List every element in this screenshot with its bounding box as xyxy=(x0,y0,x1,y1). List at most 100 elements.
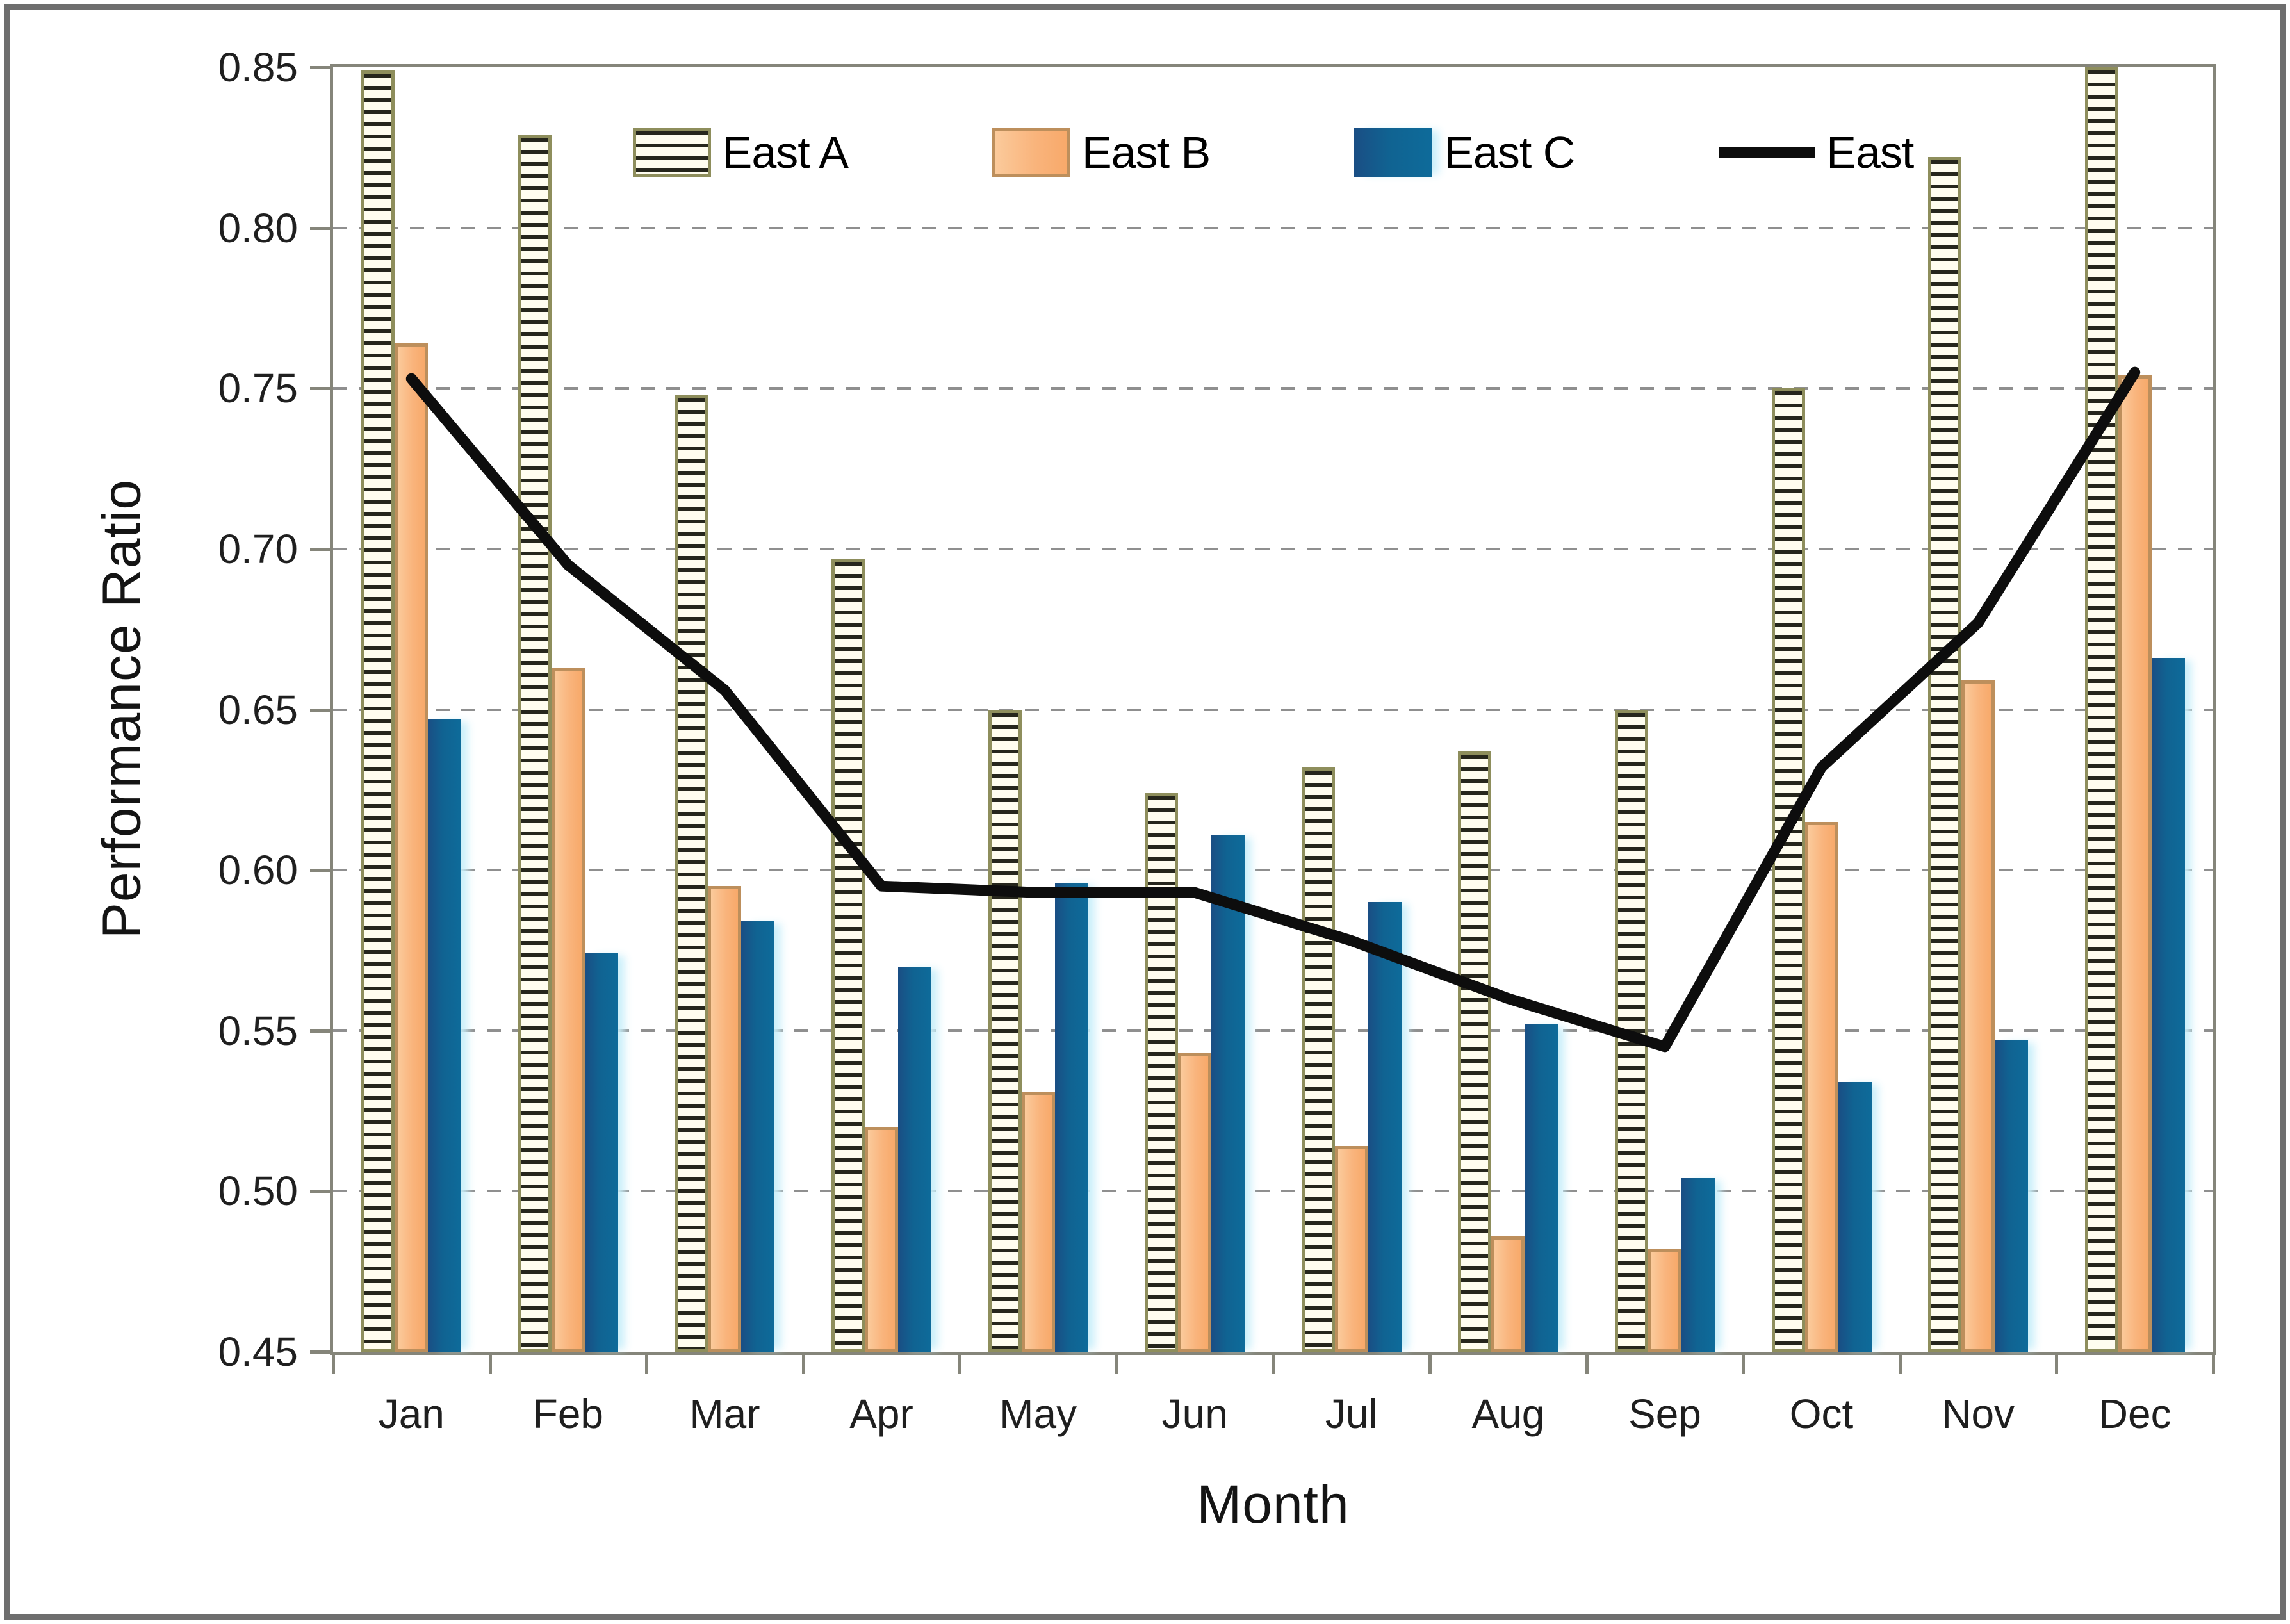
y-tick-label-0.75: 0.75 xyxy=(218,365,298,412)
x-tick-6 xyxy=(1272,1352,1275,1374)
legend-label-east-a: East A xyxy=(722,127,849,177)
bar-east-c-aug xyxy=(1525,1024,1558,1352)
y-tick-0.65 xyxy=(310,708,332,712)
bar-east-b-jun xyxy=(1178,1053,1212,1352)
y-tick-0.45 xyxy=(310,1350,332,1354)
x-tick-label-mar: Mar xyxy=(689,1391,760,1437)
east-line-path xyxy=(405,366,2141,1053)
bar-east-a-jun xyxy=(1145,792,1179,1352)
legend-item-east-b: East B xyxy=(992,127,1211,178)
bar-east-c-oct xyxy=(1838,1081,1872,1352)
gridline-0.55 xyxy=(333,1029,2213,1032)
gridline-0.75 xyxy=(333,387,2213,390)
bar-east-b-nov xyxy=(1961,680,1995,1352)
x-tick-label-jul: Jul xyxy=(1325,1391,1378,1437)
x-tick-0 xyxy=(332,1352,335,1374)
gridline-0.70 xyxy=(333,547,2213,550)
y-tick-label-0.85: 0.85 xyxy=(218,44,298,90)
bar-east-a-oct xyxy=(1771,388,1805,1352)
x-tick-11 xyxy=(2055,1352,2059,1374)
y-tick-label-0.50: 0.50 xyxy=(218,1168,298,1215)
y-tick-0.85 xyxy=(310,66,332,69)
bar-east-b-feb xyxy=(551,668,585,1352)
x-tick-label-jan: Jan xyxy=(378,1391,445,1437)
bar-east-b-apr xyxy=(865,1127,899,1352)
y-tick-label-0.60: 0.60 xyxy=(218,847,298,894)
y-tick-label-0.55: 0.55 xyxy=(218,1007,298,1054)
bar-east-b-aug xyxy=(1491,1236,1525,1352)
y-tick-0.80 xyxy=(310,226,332,230)
x-tick-label-oct: Oct xyxy=(1789,1391,1854,1437)
legend-item-east-c: East C xyxy=(1354,127,1575,178)
bar-east-b-sep xyxy=(1648,1249,1681,1352)
legend-item-east: East xyxy=(1719,127,1914,178)
bar-east-c-jan xyxy=(428,719,462,1352)
bar-east-b-jan xyxy=(395,343,429,1352)
x-tick-8 xyxy=(1585,1352,1589,1374)
x-tick-label-feb: Feb xyxy=(532,1391,604,1437)
legend: East A East B East C East xyxy=(333,114,2213,191)
x-tick-label-aug: Aug xyxy=(1471,1391,1545,1437)
bar-east-a-feb xyxy=(518,135,552,1352)
bar-east-c-jun xyxy=(1211,834,1245,1352)
x-tick-7 xyxy=(1428,1352,1432,1374)
bar-east-b-may xyxy=(1021,1091,1055,1352)
bar-east-a-jan xyxy=(361,70,395,1352)
legend-swatch-east-line-icon xyxy=(1719,147,1815,158)
bar-east-c-may xyxy=(1054,883,1088,1352)
legend-item-east-a: East A xyxy=(632,127,849,178)
y-tick-label-0.65: 0.65 xyxy=(218,686,298,733)
y-tick-label-0.45: 0.45 xyxy=(218,1329,298,1375)
gridline-0.80 xyxy=(333,226,2213,229)
legend-label-east-c: East C xyxy=(1444,127,1575,177)
x-tick-10 xyxy=(1898,1352,1902,1374)
legend-label-east: East xyxy=(1826,127,1914,177)
y-tick-0.70 xyxy=(310,547,332,551)
x-tick-5 xyxy=(1115,1352,1118,1374)
bar-east-c-dec xyxy=(2151,658,2185,1352)
y-tick-0.50 xyxy=(310,1190,332,1193)
legend-swatch-east-b-icon xyxy=(992,128,1070,177)
x-tick-label-apr: Apr xyxy=(849,1391,913,1437)
x-tick-2 xyxy=(645,1352,649,1374)
x-tick-1 xyxy=(488,1352,492,1374)
bar-east-a-aug xyxy=(1458,751,1492,1352)
bar-east-c-mar xyxy=(741,921,775,1352)
bar-east-a-jul xyxy=(1301,767,1335,1352)
y-tick-0.60 xyxy=(310,869,332,873)
bar-east-c-sep xyxy=(1681,1178,1715,1352)
bar-east-a-may xyxy=(988,709,1022,1352)
x-tick-label-may: May xyxy=(999,1391,1077,1437)
gridline-0.50 xyxy=(333,1190,2213,1193)
x-tick-label-nov: Nov xyxy=(1942,1391,2015,1437)
bar-east-b-dec xyxy=(2118,375,2152,1352)
x-tick-label-dec: Dec xyxy=(2098,1391,2171,1437)
bar-east-c-apr xyxy=(898,966,932,1352)
gridline-0.65 xyxy=(333,708,2213,711)
bar-east-a-apr xyxy=(831,558,865,1352)
bar-east-c-feb xyxy=(584,953,618,1352)
y-tick-0.75 xyxy=(310,387,332,391)
legend-swatch-east-a-icon xyxy=(632,128,711,177)
bar-east-c-nov xyxy=(1995,1040,2029,1352)
bar-east-c-jul xyxy=(1368,902,1402,1352)
legend-swatch-east-c-icon xyxy=(1354,128,1433,177)
x-tick-label-jun: Jun xyxy=(1161,1391,1228,1437)
x-tick-12 xyxy=(2212,1352,2215,1374)
y-tick-label-0.80: 0.80 xyxy=(218,204,298,251)
y-tick-label-0.70: 0.70 xyxy=(218,525,298,572)
bar-east-a-mar xyxy=(675,395,708,1352)
bar-east-b-mar xyxy=(708,886,742,1352)
bar-east-a-dec xyxy=(2084,67,2118,1352)
legend-label-east-b: East B xyxy=(1081,127,1211,177)
x-tick-9 xyxy=(1742,1352,1746,1374)
x-tick-4 xyxy=(958,1352,962,1374)
x-axis-title: Month xyxy=(1197,1474,1350,1534)
x-tick-label-sep: Sep xyxy=(1628,1391,1701,1437)
bar-east-a-nov xyxy=(1928,157,1962,1352)
gridline-0.60 xyxy=(333,869,2213,872)
y-tick-0.55 xyxy=(310,1029,332,1033)
bar-east-b-oct xyxy=(1804,821,1838,1352)
